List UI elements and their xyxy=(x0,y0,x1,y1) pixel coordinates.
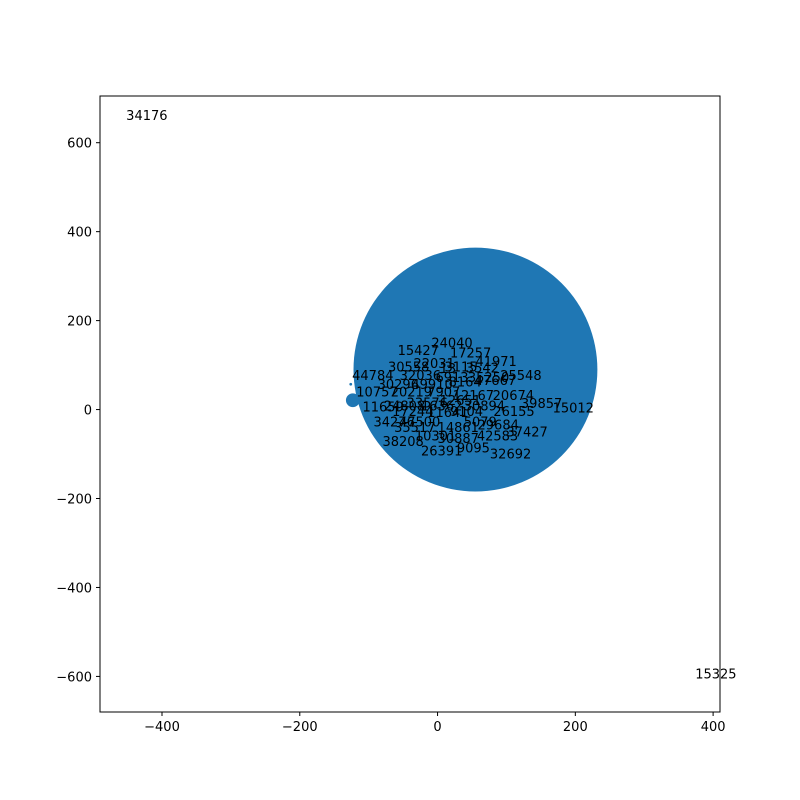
point-label-48: 26391 xyxy=(421,444,462,459)
point-label-46: 37427 xyxy=(506,426,547,441)
point-label-10: 3542 xyxy=(466,362,499,377)
y-tick-label-3: 0 xyxy=(84,404,92,419)
point-label-50: 32692 xyxy=(490,447,531,462)
y-tick-label-5: 400 xyxy=(67,226,92,241)
point-label-32: 30894 xyxy=(464,399,505,414)
x-axis: −400 −200 0 200 400 xyxy=(144,712,726,735)
point-label-47: 38208 xyxy=(382,435,423,450)
point-label-21: 20219 xyxy=(391,386,432,401)
point-label-17: 49910 xyxy=(411,378,452,393)
y-tick-label-2: −200 xyxy=(56,493,92,508)
point-label-7: 22031 xyxy=(413,357,454,372)
point-label-30: 24808 xyxy=(384,399,425,414)
point-label-5: 41971 xyxy=(475,355,516,370)
point-label-3: 15427 xyxy=(398,344,439,359)
point-label-49: 9095 xyxy=(457,442,490,457)
x-tick-label-1: −200 xyxy=(282,720,318,735)
point-label-40: 35517 xyxy=(394,421,435,436)
y-tick-label-6: 600 xyxy=(67,137,92,152)
point-label-33: 17244 xyxy=(392,405,433,420)
x-tick-label-3: 200 xyxy=(563,720,588,735)
point-label-35: 9104 xyxy=(450,405,483,420)
x-tick-label-4: 400 xyxy=(701,720,726,735)
point-label-23: 12167 xyxy=(453,389,494,404)
point-label-25: 12651 xyxy=(440,394,481,409)
point-label-27: 39857 xyxy=(521,397,562,412)
point-label-8: 13 xyxy=(440,362,457,377)
point-label-43: 10301 xyxy=(415,430,456,445)
point-label-12: 44784 xyxy=(352,369,393,384)
x-tick-label-0: −400 xyxy=(144,720,180,735)
bubble-2 xyxy=(349,382,353,386)
point-label-14: 6913 xyxy=(435,371,468,386)
point-label-45: 42583 xyxy=(477,430,518,445)
point-label-15: 35250 xyxy=(468,371,509,386)
point-label-1: 15325 xyxy=(695,668,736,683)
plot-frame xyxy=(99,95,721,713)
point-label-9: 3115 xyxy=(444,360,477,375)
point-label-38: 47500 xyxy=(399,415,440,430)
bubbles-layer xyxy=(345,247,598,492)
point-label-2: 24040 xyxy=(431,336,472,351)
x-tick-label-2: 0 xyxy=(433,720,441,735)
point-label-13: 32036 xyxy=(400,369,441,384)
point-label-19: 47667 xyxy=(475,374,516,389)
point-label-24: 20674 xyxy=(493,389,534,404)
point-label-11: 25548 xyxy=(500,369,541,384)
point-label-36: 26155 xyxy=(493,405,534,420)
point-label-18: 8164 xyxy=(449,375,482,390)
point-label-42: 29684 xyxy=(478,419,519,434)
point-label-37: 34276 xyxy=(373,415,414,430)
point-label-22: 7907 xyxy=(427,386,460,401)
point-label-26: 33576 xyxy=(407,396,448,411)
point-label-6: 30558 xyxy=(388,360,429,375)
point-label-0: 34176 xyxy=(126,109,167,124)
y-tick-label-1: −400 xyxy=(56,581,92,596)
point-label-20: 10757 xyxy=(356,386,397,401)
point-label-31: 16362 xyxy=(421,399,462,414)
point-label-34: 11641 xyxy=(427,406,468,421)
point-label-4: 17257 xyxy=(450,347,491,362)
point-label-28: 15012 xyxy=(553,402,594,417)
bubble-0 xyxy=(353,247,598,492)
bubble-1 xyxy=(345,393,360,408)
y-tick-label-4: 200 xyxy=(67,315,92,330)
point-label-41: 14861 xyxy=(438,421,479,436)
y-axis: −600 −400 −200 0 200 400 600 xyxy=(56,137,100,685)
point-label-29: 11659 xyxy=(362,400,403,415)
point-label-39: 5079 xyxy=(464,415,497,430)
point-label-44: 30887 xyxy=(438,432,479,447)
y-tick-label-0: −600 xyxy=(56,670,92,685)
point-label-16: 30296 xyxy=(378,378,419,393)
